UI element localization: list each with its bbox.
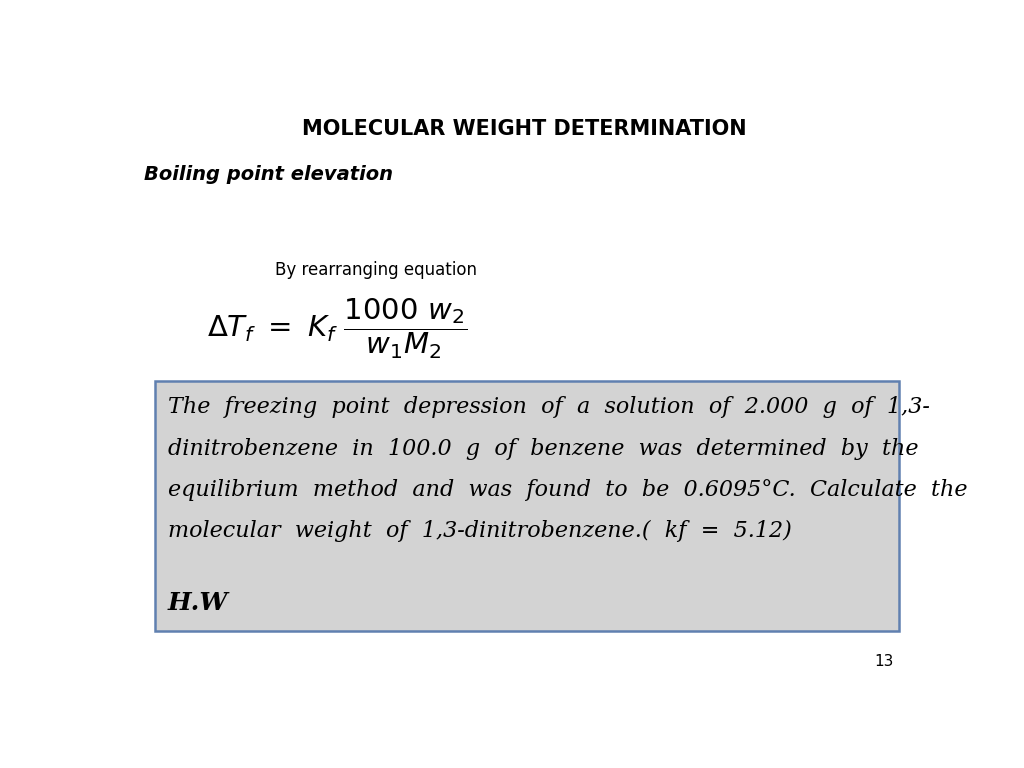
Text: equilibrium  method  and  was  found  to  be  0.6095°C.  Calculate  the: equilibrium method and was found to be 0… <box>168 479 968 501</box>
Text: dinitrobenzene  in  100.0  g  of  benzene  was  determined  by  the: dinitrobenzene in 100.0 g of benzene was… <box>168 438 919 459</box>
Text: Boiling point elevation: Boiling point elevation <box>143 165 393 184</box>
Text: $\Delta T_f \ = \ K_f \ \dfrac{1000\ w_2}{w_1 M_2}$: $\Delta T_f \ = \ K_f \ \dfrac{1000\ w_2… <box>207 296 467 361</box>
FancyBboxPatch shape <box>155 382 899 631</box>
Text: By rearranging equation: By rearranging equation <box>274 261 477 280</box>
Text: The  freezing  point  depression  of  a  solution  of  2.000  g  of  1,3-: The freezing point depression of a solut… <box>168 396 930 418</box>
Text: 13: 13 <box>874 654 894 669</box>
Text: H.W: H.W <box>168 591 228 615</box>
Text: MOLECULAR WEIGHT DETERMINATION: MOLECULAR WEIGHT DETERMINATION <box>302 119 748 139</box>
Text: molecular  weight  of  1,3-dinitrobenzene.(  kf  =  5.12): molecular weight of 1,3-dinitrobenzene.(… <box>168 520 792 542</box>
